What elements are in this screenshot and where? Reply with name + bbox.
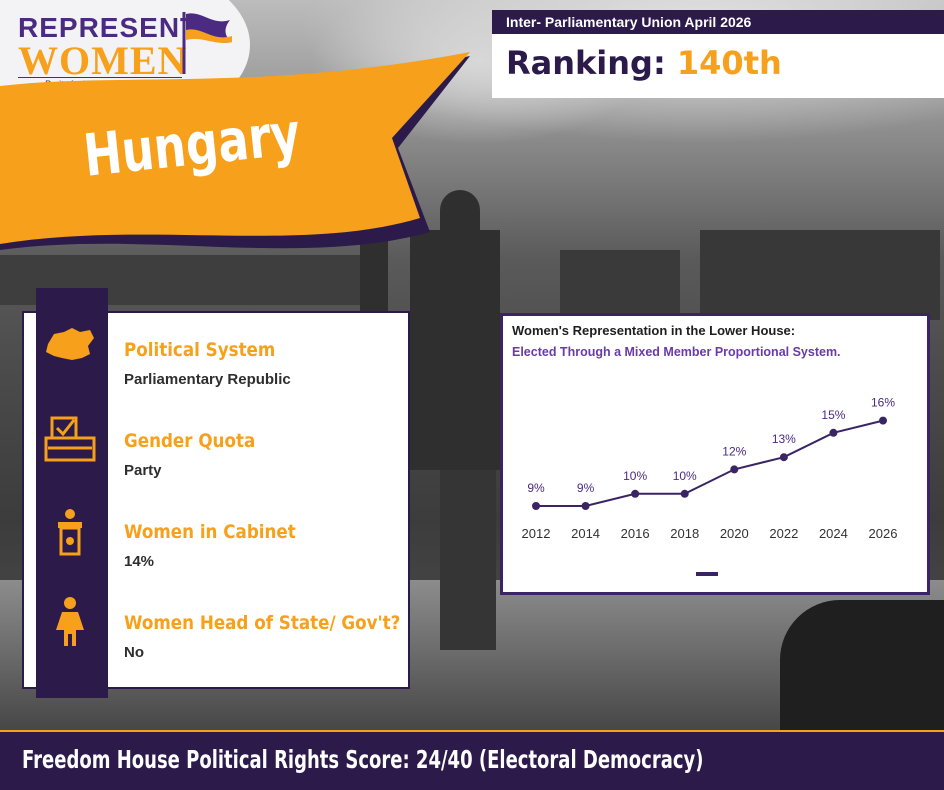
line-chart: 9% 2012 9% 2014 10% 2016 10% 2018 12% 2020 13% 2022… — [522, 396, 898, 576]
represent-women-logo[interactable]: REPRESENT WOMEN Parity for Women in Poli… — [14, 10, 244, 89]
ranking-label: Ranking: — [506, 44, 666, 82]
bridge-tower — [440, 470, 496, 650]
women-in-cabinet-item: Women in Cabinet 14% — [124, 521, 319, 570]
legend-swatch — [696, 572, 718, 576]
background-trees — [780, 600, 944, 730]
freedom-house-score: Freedom House Political Rights Score: 24… — [22, 745, 704, 774]
representation-chart: 9% 2012 9% 2014 10% 2016 10% 2018 12% 2020 13% 2022… — [500, 313, 930, 595]
data-point — [829, 428, 838, 437]
data-label: 13% — [772, 432, 796, 446]
women-in-cabinet-value: 14% — [124, 553, 155, 570]
data-label: 10% — [673, 469, 697, 483]
data-label: 16% — [871, 396, 895, 410]
political-system-label: Political System — [124, 339, 276, 361]
footer-bar: Freedom House Political Rights Score: 24… — [0, 730, 944, 790]
background-building — [560, 250, 680, 320]
x-tick-label: 2022 — [769, 526, 798, 541]
data-point — [631, 489, 640, 498]
series-line — [536, 419, 884, 507]
political-system-value: Parliamentary Republic — [124, 371, 291, 388]
women-in-cabinet-label: Women in Cabinet — [124, 521, 296, 543]
data-label: 9% — [527, 481, 545, 495]
data-label: 10% — [623, 469, 647, 483]
source-bar: Inter- Parliamentary Union April 2026 — [492, 10, 944, 34]
x-tick-label: 2016 — [621, 526, 650, 541]
background-building — [700, 230, 940, 320]
data-label: 15% — [821, 408, 845, 422]
info-card-edge — [22, 311, 36, 689]
chart-title: Women's Representation in the Lower Hous… — [512, 323, 796, 338]
logo-flag-icon — [182, 12, 232, 74]
x-tick-label: 2020 — [720, 526, 749, 541]
gender-quota-value: Party — [124, 462, 162, 479]
data-label: 9% — [577, 481, 595, 495]
women-head-of-state-label: Women Head of State/ Gov't? — [124, 612, 401, 634]
data-point — [779, 453, 788, 462]
x-tick-label: 2018 — [670, 526, 699, 541]
ranking-box: Ranking: 140th — [492, 34, 944, 98]
background-building — [410, 230, 500, 470]
data-point — [532, 502, 540, 510]
data-label: 12% — [722, 444, 746, 458]
info-card: Political System Parliamentary Republic … — [108, 311, 410, 689]
women-head-of-state-value: No — [124, 644, 144, 661]
x-tick-label: 2014 — [571, 526, 600, 541]
x-tick-label: 2026 — [869, 526, 898, 541]
ranking-value: 140th — [676, 44, 782, 82]
hungary-map-icon — [46, 328, 94, 360]
data-point — [581, 502, 590, 510]
x-tick-label: 2012 — [522, 526, 551, 541]
women-head-of-state-item: Women Head of State/ Gov't? No — [124, 612, 438, 661]
data-point — [680, 489, 689, 498]
gender-quota-label: Gender Quota — [124, 430, 256, 452]
woman-figure-icon — [56, 597, 84, 646]
country-banner — [0, 52, 470, 250]
political-system-item: Political System Parliamentary Republic — [124, 339, 296, 388]
data-point — [879, 416, 887, 425]
x-tick-label: 2024 — [819, 526, 848, 541]
data-point — [730, 465, 739, 474]
logo-line-1: REPRESENT — [18, 12, 199, 43]
gender-quota-item: Gender Quota Party — [124, 430, 273, 479]
background-building — [440, 190, 480, 250]
ballot-box-icon — [44, 416, 96, 462]
chart-subtitle: Elected Through a Mixed Member Proportio… — [512, 345, 841, 359]
podium-icon — [58, 509, 82, 556]
logo-line-2: WOMEN — [18, 38, 188, 83]
